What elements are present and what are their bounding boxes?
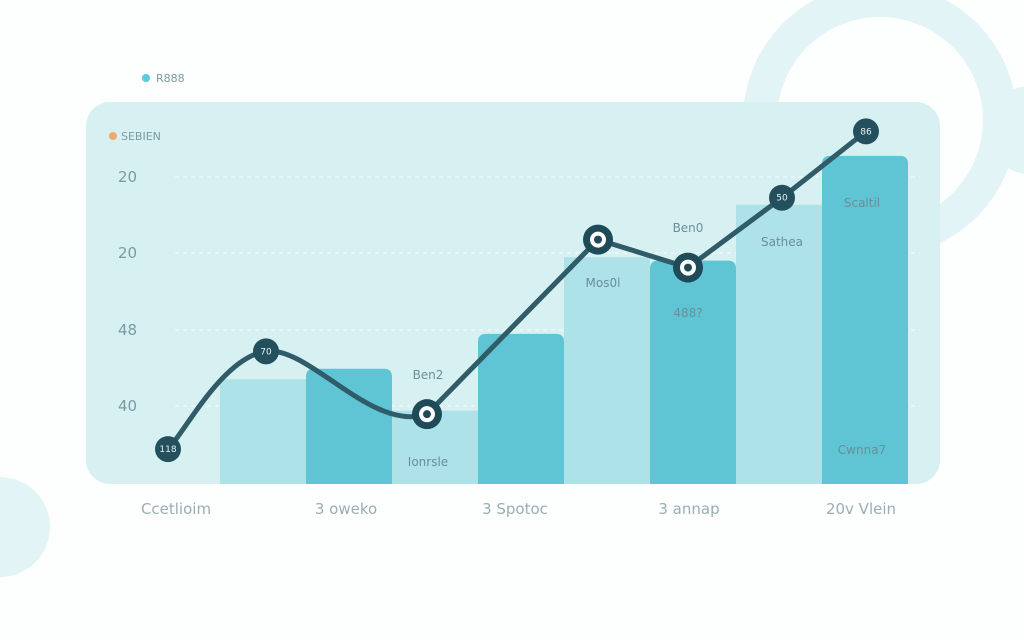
legend-marker-cyan [142, 74, 150, 82]
annotation: Mos0l [586, 276, 621, 290]
y-tick-label: 20 [118, 168, 137, 186]
data-point [253, 338, 279, 365]
data-point-center [423, 410, 431, 419]
annotation: Ben0 [673, 221, 704, 235]
x-tick-label: 3 oweko [315, 500, 377, 518]
y-tick-label: 20 [118, 244, 137, 262]
x-tick-label: 3 Spotoc [482, 500, 548, 518]
y-tick-label: 48 [118, 321, 137, 339]
data-point-center [594, 235, 602, 244]
decor-circle-left [0, 477, 50, 577]
y-tick-label: 40 [118, 397, 137, 415]
data-point [769, 184, 795, 211]
data-point-label: 86 [860, 127, 872, 137]
bar [822, 155, 908, 484]
annotation: Ionrsle [408, 455, 448, 469]
annotation: Ben2 [413, 368, 444, 382]
x-tick-label: 3 annap [658, 500, 719, 518]
annotation: Scaltil [844, 196, 880, 210]
annotation: Sathea [761, 235, 803, 249]
bar [478, 333, 564, 484]
decor-circle-right [986, 86, 1024, 174]
bar [306, 368, 392, 484]
bar [220, 379, 306, 484]
data-point-label: 50 [776, 194, 788, 204]
legend-marker-orange [109, 132, 117, 140]
annotation: 488? [673, 306, 702, 320]
x-tick-label: Ccetlioim [141, 500, 211, 518]
data-point [853, 118, 879, 145]
legend-label: SEBIEN [121, 130, 161, 143]
bar [650, 260, 736, 484]
annotation: Cwnna7 [838, 443, 886, 457]
bar [392, 410, 478, 484]
bar [736, 204, 822, 484]
data-point-label: 118 [159, 445, 176, 455]
data-point [155, 436, 181, 463]
data-point-center [684, 263, 692, 272]
bar [564, 257, 650, 484]
data-point-label: 70 [260, 347, 272, 357]
legend-label: R888 [156, 72, 185, 85]
x-tick-label: 20v Vlein [826, 500, 896, 518]
